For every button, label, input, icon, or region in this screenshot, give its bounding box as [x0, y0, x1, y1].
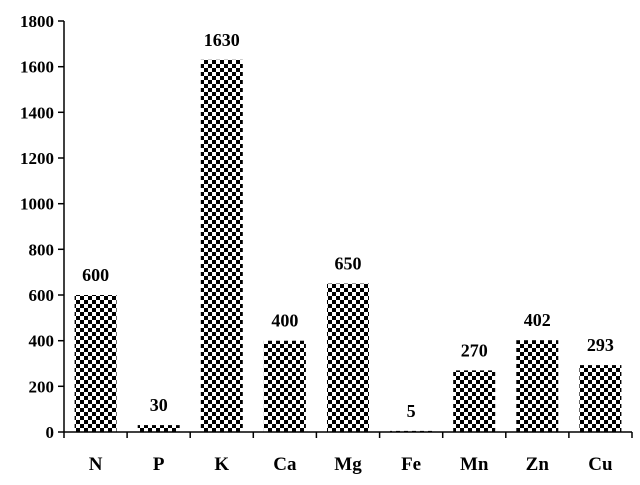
bar-p [137, 425, 180, 432]
data-label-zn: 402 [524, 310, 551, 330]
x-tick-label-cu: Cu [588, 454, 613, 475]
data-label-ca: 400 [271, 311, 298, 331]
data-label-mn: 270 [461, 340, 488, 360]
y-tick-label-1800: 1800 [20, 12, 54, 31]
bar-mg [327, 283, 369, 432]
y-tick-label-1200: 1200 [20, 149, 54, 168]
data-label-n: 600 [82, 265, 109, 285]
bar-mn [453, 370, 496, 432]
x-tick-label-zn: Zn [526, 454, 550, 475]
x-tick-label-k: K [214, 454, 229, 475]
bar-k [200, 59, 243, 433]
x-tick-label-p: P [153, 454, 165, 475]
axes-group: N P K Ca Mg Fe Mn Zn Cu 0 200 400 600 800 1000 1200 1400… [20, 12, 633, 475]
y-tick-label-600: 600 [29, 286, 55, 305]
y-tick-label-400: 400 [29, 332, 55, 351]
y-tick-label-800: 800 [29, 240, 55, 259]
bar-ca [263, 340, 306, 432]
y-tick-label-0: 0 [46, 423, 55, 442]
data-labels-group: 600 30 1630 400 650 5 270 402 293 [82, 30, 614, 421]
data-label-k: 1630 [204, 30, 240, 50]
y-tick-label-1000: 1000 [20, 195, 54, 214]
bar-zn [516, 340, 559, 432]
bar-n [74, 295, 117, 432]
bars-group [74, 59, 622, 433]
y-tick-label-1400: 1400 [20, 103, 54, 122]
bar-cu [579, 365, 622, 432]
y-tick-label-200: 200 [29, 377, 55, 396]
x-tick-label-mg: Mg [334, 454, 362, 475]
data-label-p: 30 [150, 395, 168, 415]
y-tick-label-1600: 1600 [20, 58, 54, 77]
x-tick-label-ca: Ca [273, 454, 297, 475]
x-tick-label-n: N [89, 454, 103, 475]
data-label-cu: 293 [587, 335, 614, 355]
x-tick-label-mn: Mn [460, 454, 489, 475]
data-label-fe: 5 [407, 401, 416, 421]
data-label-mg: 650 [335, 254, 362, 274]
x-tick-label-fe: Fe [401, 454, 421, 475]
